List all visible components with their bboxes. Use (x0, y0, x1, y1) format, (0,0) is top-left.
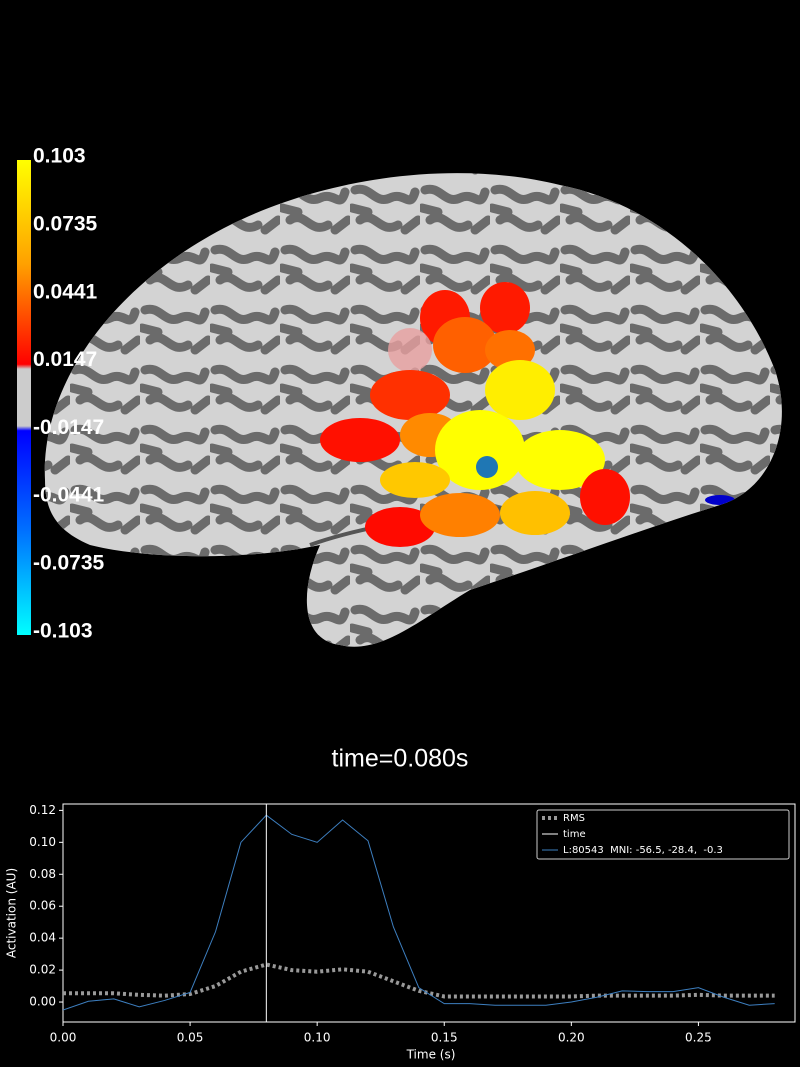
y-tick-label: 0.12 (29, 803, 56, 817)
x-tick-label: 0.20 (558, 1031, 585, 1045)
y-tick-label: 0.10 (29, 835, 56, 849)
colorbar-tick-label: 0.103 (33, 145, 86, 168)
y-tick-label: 0.02 (29, 963, 56, 977)
y-tick-label: 0.08 (29, 867, 56, 881)
time-label: time=0.080s (332, 745, 469, 773)
x-tick-label: 0.00 (50, 1031, 77, 1045)
y-tick-label: 0.06 (29, 899, 56, 913)
series-line (63, 814, 775, 1011)
y-axis-label: Activation (AU) (5, 868, 19, 958)
plot-area (63, 804, 775, 1022)
colorbar-tick-label: -0.103 (33, 620, 93, 643)
series-line (63, 962, 775, 999)
colorbar-tick-label: 0.0735 (33, 213, 98, 236)
legend-label: RMS (563, 813, 585, 824)
legend (536, 809, 790, 860)
colorbar-tick-label: -0.0735 (33, 552, 105, 575)
legend-label: time (563, 829, 586, 840)
x-tick-label: 0.25 (685, 1031, 712, 1045)
x-tick-label: 0.15 (431, 1031, 458, 1045)
x-axis-label: Time (s) (406, 1048, 456, 1062)
y-tick-label: 0.04 (29, 931, 56, 945)
brain (44, 173, 782, 647)
colorbar-tick-label: -0.0441 (33, 484, 105, 507)
colorbar-tick-label: -0.0147 (33, 416, 104, 439)
colorbar (17, 160, 31, 635)
plot-frame (62, 803, 796, 1023)
x-tick-label: 0.05 (177, 1031, 204, 1045)
seed-point (476, 456, 498, 478)
x-tick-label: 0.10 (304, 1031, 331, 1045)
y-tick-label: 0.00 (29, 995, 56, 1009)
legend-label: L:80543 MNI: -56.5, -28.4, -0.3 (563, 845, 723, 856)
colorbar-tick-label: 0.0441 (33, 280, 98, 303)
colorbar-tick-label: 0.0147 (33, 348, 97, 371)
